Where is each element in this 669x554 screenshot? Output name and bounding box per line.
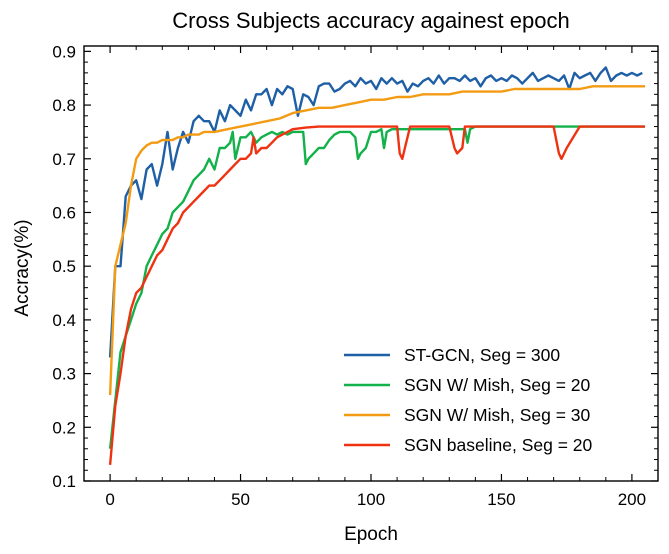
legend-label: SGN W/ Mish, Seg = 30 bbox=[404, 405, 591, 425]
legend-label: SGN baseline, Seg = 20 bbox=[404, 435, 593, 455]
x-tick-label: 200 bbox=[618, 490, 646, 509]
legend-label: ST-GCN, Seg = 300 bbox=[404, 345, 560, 365]
x-tick-label: 150 bbox=[487, 490, 515, 509]
y-tick-label: 0.8 bbox=[52, 96, 76, 115]
legend: ST-GCN, Seg = 300 SGN W/ Mish, Seg = 20 SG… bbox=[344, 345, 593, 455]
x-tick-label: 50 bbox=[231, 490, 250, 509]
y-tick-label: 0.1 bbox=[52, 472, 76, 491]
y-tick-label: 0.4 bbox=[52, 311, 76, 330]
legend-label: SGN W/ Mish, Seg = 20 bbox=[404, 375, 591, 395]
y-axis-label: Accracy(%) bbox=[12, 219, 33, 316]
y-tick-label: 0.3 bbox=[52, 365, 76, 384]
series-line-4 bbox=[108, 125, 645, 466]
chart-title: Cross Subjects accuracy againest epoch bbox=[172, 8, 569, 33]
series-line-3 bbox=[108, 85, 645, 396]
axis-ticks: 0 50 100 150 200 0.1 0.2 0.3 0.4 0.5 0.6 0.7 0.8 0.9 bbox=[52, 42, 659, 509]
y-tick-label: 0.6 bbox=[52, 203, 76, 222]
series-line-1 bbox=[108, 66, 643, 358]
y-tick-label: 0.2 bbox=[52, 418, 76, 437]
x-axis-label: Epoch bbox=[344, 524, 398, 545]
y-tick-label: 0.7 bbox=[52, 150, 76, 169]
plot-frame bbox=[83, 45, 659, 482]
series-lines bbox=[108, 66, 645, 466]
y-tick-label: 0.9 bbox=[52, 42, 76, 61]
x-tick-label: 100 bbox=[357, 490, 385, 509]
x-tick-label: 0 bbox=[105, 490, 114, 509]
series-line-2 bbox=[108, 125, 645, 449]
y-tick-label: 0.5 bbox=[52, 257, 76, 276]
